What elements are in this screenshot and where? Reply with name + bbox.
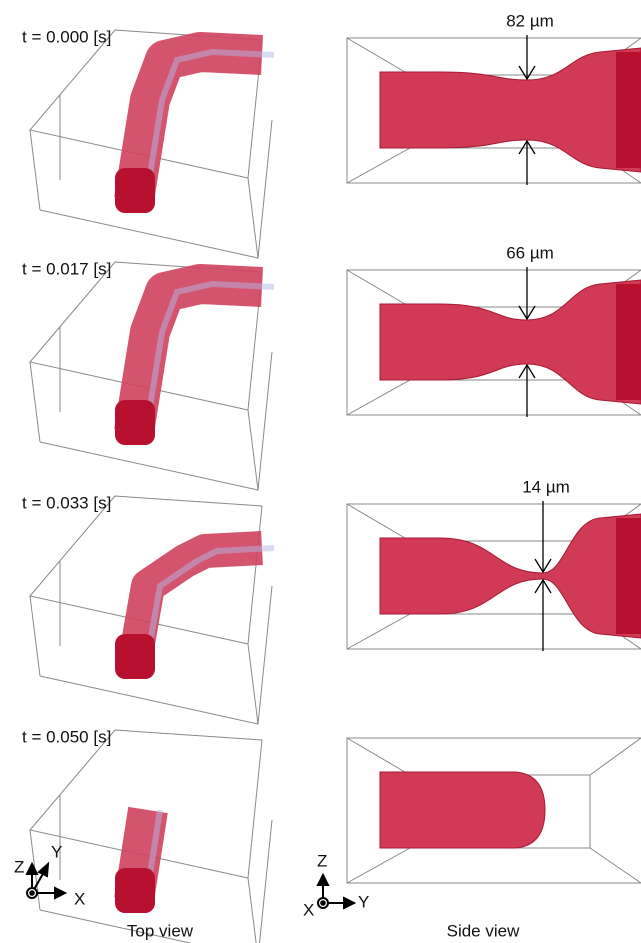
box-edge [248,410,258,490]
filament-end [115,400,155,445]
arrowhead [27,864,37,874]
width-label: 66 µm [506,243,554,262]
out-of-plane-dot [30,891,34,895]
box-edge [347,270,410,307]
droplet [380,48,641,172]
panel: t = 0.017 [s] 66 µm [22,242,641,490]
filament-end [115,868,155,913]
arrowhead [39,864,48,876]
axis-label: Z [14,857,24,876]
arrowhead [318,875,328,885]
arrowhead [55,888,65,898]
box-edge [590,848,641,883]
droplet [380,514,641,638]
axis-label: Z [317,851,327,870]
box-edge [347,380,410,415]
time-label: t = 0.000 [s] [22,27,111,46]
box-edge [347,38,410,75]
droplet-end [616,518,641,634]
panel: t = 0.050 [s] [22,727,641,943]
box-edge [248,178,258,258]
axis-label: X [303,900,314,919]
axis-label: Y [51,842,62,861]
box-edge [347,848,410,883]
arrowhead [344,898,354,908]
time-label: t = 0.017 [s] [22,259,111,278]
out-of-plane-dot [321,901,325,905]
box-edge [30,596,40,676]
caption: Side view [447,921,520,940]
filament-end [115,168,155,213]
time-label: t = 0.033 [s] [22,493,111,512]
caption: Top view [127,921,194,940]
figure: t = 0.050 [s]t = 0.033 [s]14 µmt = 0.017… [0,0,641,943]
time-label: t = 0.050 [s] [22,727,111,746]
box-edge [347,614,410,649]
box-edge [248,644,258,724]
axis-label: X [74,889,85,908]
axis-label: Y [358,892,369,911]
panel: t = 0.033 [s] 14 µm [22,476,641,724]
droplet-end [616,52,641,168]
box-edge [590,738,641,775]
box-edge [30,130,40,210]
box-edge [30,362,40,442]
panel: t = 0.000 [s] 82 µm [22,10,641,258]
box-edge [347,738,410,775]
droplet [380,280,641,404]
box-edge [347,148,410,183]
width-label: 82 µm [506,11,554,30]
droplet [380,772,545,848]
droplet-end [616,284,641,400]
box-edge [248,878,258,943]
width-label: 14 µm [522,477,570,496]
box-edge [347,504,410,541]
filament-end [115,634,155,679]
